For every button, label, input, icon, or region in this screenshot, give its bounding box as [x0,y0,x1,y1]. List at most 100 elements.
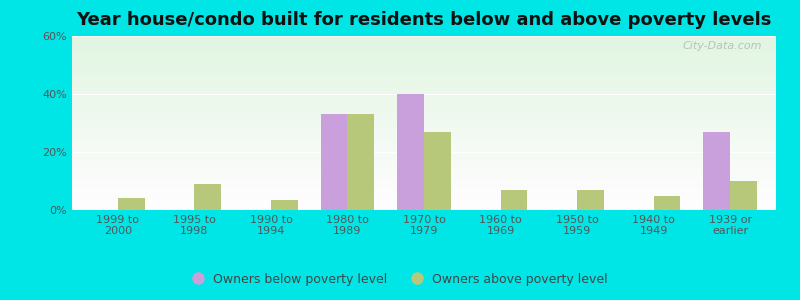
Bar [72,127,776,128]
Bar [72,99,776,100]
Bar [72,140,776,141]
Bar [72,190,776,191]
Bar [72,173,776,174]
Bar [72,111,776,112]
Bar [72,205,776,206]
Bar [72,103,776,104]
Bar [72,76,776,77]
Bar [72,209,776,210]
Bar [72,171,776,172]
Bar [72,165,776,166]
Bar [72,39,776,40]
Bar [72,149,776,150]
Bar [72,129,776,130]
Bar [72,175,776,176]
Bar [703,132,730,210]
Bar [72,161,776,162]
Bar [72,168,776,169]
Bar [72,189,776,190]
Bar [72,184,776,185]
Bar [72,198,776,199]
Bar [72,50,776,51]
Bar [72,96,776,97]
Bar [72,145,776,146]
Bar [72,193,776,194]
Bar [72,138,776,139]
Bar [321,114,347,210]
Bar [72,98,776,99]
Bar [72,116,776,117]
Bar [72,177,776,178]
Bar [72,113,776,114]
Bar [72,207,776,208]
Bar [72,191,776,192]
Bar [72,126,776,127]
Bar [72,38,776,39]
Bar [72,43,776,44]
Bar [72,160,776,161]
Bar [72,68,776,69]
Bar [72,194,776,195]
Bar [72,186,776,187]
Bar [72,64,776,65]
Bar [72,188,776,189]
Bar [72,203,776,204]
Bar [72,135,776,136]
Bar [72,37,776,38]
Bar [72,157,776,158]
Bar [654,196,680,210]
Title: Year house/condo built for residents below and above poverty levels: Year house/condo built for residents bel… [76,11,772,29]
Bar [72,182,776,183]
Bar [72,158,776,159]
Bar [72,52,776,53]
Bar [72,118,776,119]
Bar [577,190,604,210]
Bar [72,57,776,58]
Bar [72,49,776,50]
Bar [72,74,776,75]
Bar [118,198,145,210]
Bar [72,44,776,45]
Bar [72,106,776,107]
Bar [72,201,776,202]
Bar [72,124,776,125]
Bar [72,180,776,181]
Bar [72,100,776,101]
Bar [72,47,776,48]
Bar [72,81,776,82]
Bar [72,122,776,123]
Bar [72,185,776,186]
Bar [72,112,776,113]
Bar [72,150,776,151]
Bar [72,176,776,177]
Bar [72,91,776,92]
Bar [72,156,776,157]
Bar [72,163,776,164]
Bar [72,58,776,59]
Bar [194,184,222,210]
Bar [72,69,776,70]
Bar [72,133,776,134]
Bar [72,54,776,55]
Bar [72,56,776,57]
Bar [72,120,776,121]
Bar [72,94,776,95]
Bar [72,154,776,155]
Bar [72,107,776,108]
Bar [72,75,776,76]
Bar [72,192,776,193]
Bar [72,104,776,105]
Bar [72,78,776,79]
Bar [72,159,776,160]
Bar [72,67,776,68]
Bar [72,97,776,98]
Bar [72,166,776,167]
Bar [72,155,776,156]
Bar [72,83,776,84]
Bar [72,86,776,87]
Legend: Owners below poverty level, Owners above poverty level: Owners below poverty level, Owners above… [187,268,613,291]
Bar [72,71,776,72]
Bar [72,77,776,78]
Bar [72,169,776,170]
Bar [72,160,776,161]
